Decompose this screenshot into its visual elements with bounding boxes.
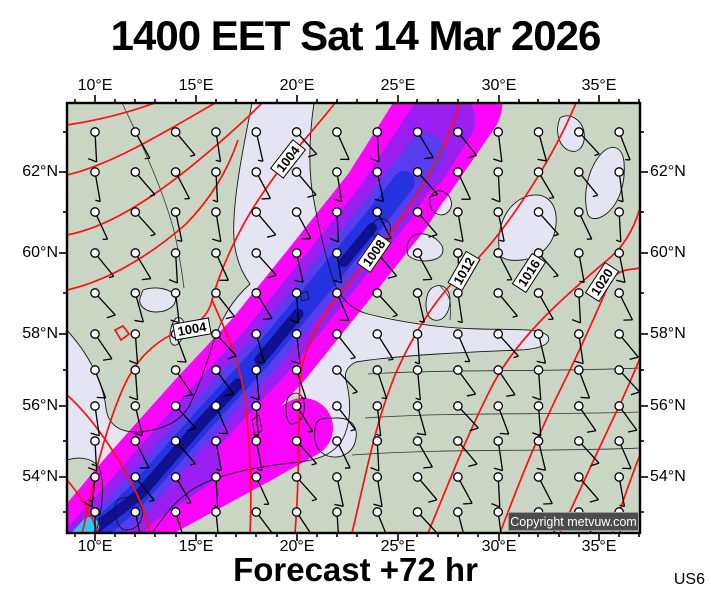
lon-tick-label: 25°E bbox=[380, 538, 416, 555]
lat-tick-label: 54°N bbox=[22, 468, 58, 485]
map-frame bbox=[65, 101, 642, 535]
lon-tick-label: 20°E bbox=[279, 77, 315, 94]
lon-tick-label: 35°E bbox=[581, 538, 617, 555]
map-layers bbox=[67, 103, 640, 533]
lat-tick-label: 62°N bbox=[22, 163, 58, 180]
lon-tick-label: 25°E bbox=[380, 77, 416, 94]
isobar-lines bbox=[67, 103, 640, 533]
lon-tick-label: 10°E bbox=[77, 538, 113, 555]
copyright-watermark: Copyright metvuw.com bbox=[508, 512, 639, 531]
lon-tick-label: 30°E bbox=[481, 77, 517, 94]
forecast-hour-label: Forecast +72 hr bbox=[233, 551, 478, 588]
lon-tick-label: 15°E bbox=[178, 538, 214, 555]
lat-tick-label: 56°N bbox=[22, 397, 58, 414]
model-id-label: US6 bbox=[673, 571, 705, 588]
lon-tick-label: 20°E bbox=[279, 538, 315, 555]
wind-barbs bbox=[83, 127, 640, 533]
page-title: 1400 EET Sat 14 Mar 2026 bbox=[110, 12, 602, 59]
lon-tick-label: 30°E bbox=[481, 538, 517, 555]
lat-tick-label: 60°N bbox=[650, 244, 686, 261]
lon-tick-label: 10°E bbox=[77, 77, 113, 94]
lat-tick-label: 58°N bbox=[22, 325, 58, 342]
lat-tick-label: 62°N bbox=[650, 163, 686, 180]
lat-tick-label: 54°N bbox=[650, 468, 686, 485]
lat-tick-label: 60°N bbox=[22, 244, 58, 261]
lon-tick-label: 35°E bbox=[581, 77, 617, 94]
lon-tick-label: 15°E bbox=[178, 77, 214, 94]
lat-tick-label: 58°N bbox=[650, 325, 686, 342]
lat-tick-label: 56°N bbox=[650, 397, 686, 414]
